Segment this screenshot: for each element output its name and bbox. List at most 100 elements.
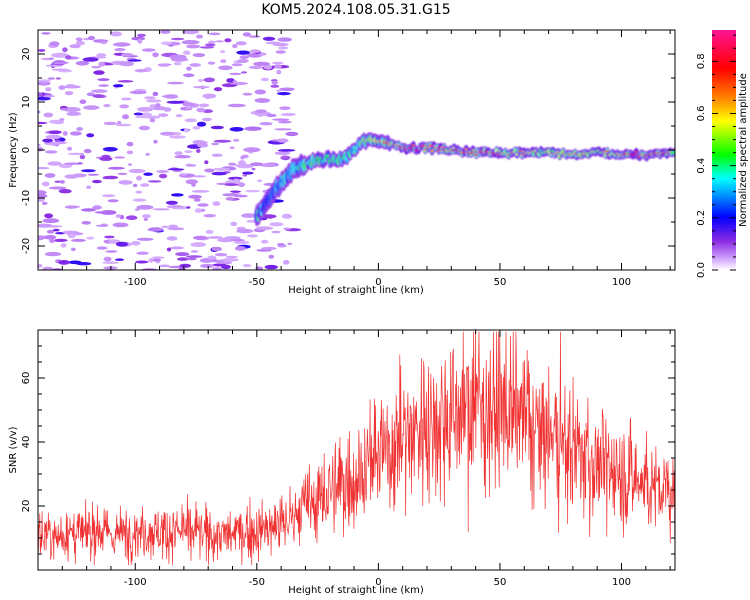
- heatmap-noise-cell: [38, 110, 41, 114]
- heatmap-noise-cell: [119, 61, 134, 67]
- heatmap-noise-cell: [230, 221, 238, 227]
- heatmap-noise-cell: [79, 99, 87, 104]
- heatmap-noise-cell: [152, 91, 159, 97]
- heatmap-noise-cell: [158, 63, 170, 67]
- heatmap-noise-cell: [255, 109, 267, 113]
- heatmap-noise-cell: [225, 197, 235, 201]
- heatmap-noise-cell: [41, 181, 50, 187]
- heatmap-noise-cell: [225, 255, 238, 259]
- heatmap-noise-cell: [217, 238, 234, 243]
- heatmap-noise-cell: [272, 118, 290, 121]
- heatmap-noise-cell: [51, 68, 69, 71]
- heatmap-noise-cell: [58, 260, 70, 265]
- heatmap-noise-cell: [153, 139, 158, 144]
- heatmap-noise-cell: [38, 223, 53, 228]
- heatmap-noise-cell: [237, 59, 249, 63]
- heatmap-noise-cell: [135, 190, 143, 194]
- heatmap-noise-cell: [278, 120, 292, 124]
- heatmap-noise-cell: [161, 41, 172, 45]
- heatmap-noise-cell: [147, 227, 164, 232]
- heatmap-noise-cell: [152, 208, 170, 211]
- heatmap-noise-cell: [115, 123, 132, 127]
- heatmap-noise-cell: [230, 81, 249, 86]
- heatmap-cells: [38, 30, 302, 270]
- x-tick-label: -100: [124, 577, 147, 588]
- heatmap-noise-cell: [279, 106, 291, 110]
- heatmap-noise-cell: [82, 57, 99, 62]
- heatmap-noise-cell: [120, 52, 134, 57]
- x-tick-label: 100: [612, 577, 631, 588]
- y-tick-label: 20: [21, 500, 32, 513]
- heatmap-noise-cell: [240, 71, 248, 74]
- heatmap-noise-cell: [152, 52, 159, 58]
- heatmap-noise-cell: [64, 205, 78, 209]
- heatmap-noise-cell: [186, 255, 203, 258]
- x-tick-label: -50: [249, 277, 265, 288]
- heatmap-noise-cell: [276, 89, 281, 93]
- heatmap-noise-cell: [243, 147, 261, 153]
- heatmap-noise-cell: [167, 168, 185, 171]
- heatmap-noise-cell: [67, 152, 84, 156]
- heatmap-noise-cell: [271, 230, 281, 234]
- y-tick-label: 60: [21, 372, 32, 385]
- heatmap-noise-cell: [234, 164, 251, 167]
- heatmap-noise-cell: [214, 259, 225, 264]
- heatmap-noise-cell: [186, 257, 197, 261]
- heatmap-noise-cell: [261, 77, 269, 82]
- heatmap-noise-cell: [205, 43, 216, 47]
- heatmap-noise-cell: [38, 235, 45, 241]
- heatmap-noise-cell: [192, 85, 210, 89]
- heatmap-noise-cell: [183, 128, 190, 133]
- heatmap-noise-cell: [185, 179, 198, 185]
- heatmap-noise-cell: [185, 105, 192, 110]
- heatmap-noise-cell: [274, 151, 291, 156]
- heatmap-noise-cell: [64, 91, 74, 96]
- heatmap-noise-cell: [234, 246, 246, 251]
- heatmap-noise-cell: [127, 59, 142, 62]
- heatmap-noise-cell: [208, 40, 216, 44]
- heatmap-noise-cell: [158, 113, 169, 117]
- heatmap-noise-cell: [247, 234, 258, 238]
- heatmap-noise-cell: [238, 160, 246, 166]
- heatmap-noise-cell: [121, 97, 132, 101]
- heatmap-noise-cell: [271, 80, 278, 85]
- heatmap-noise-cell: [182, 50, 191, 55]
- heatmap-noise-cell: [109, 31, 122, 37]
- heatmap-noise-cell: [132, 198, 147, 202]
- heatmap-noise-cell: [112, 42, 131, 47]
- heatmap-noise-cell: [126, 150, 134, 155]
- heatmap-noise-cell: [135, 260, 149, 264]
- heatmap-noise-cell: [276, 138, 289, 143]
- heatmap-noise-cell: [221, 258, 239, 262]
- colorbar-tick-label: 0.6: [696, 106, 707, 122]
- x-tick-label: 50: [494, 577, 507, 588]
- heatmap-noise-cell: [161, 225, 169, 228]
- heatmap-noise-cell: [233, 139, 240, 142]
- heatmap-noise-cell: [112, 84, 124, 88]
- heatmap-noise-cell: [220, 50, 226, 54]
- heatmap-noise-cell: [81, 221, 91, 225]
- heatmap-noise-cell: [212, 201, 221, 206]
- colorbar-tick-label: 0.0: [696, 262, 707, 278]
- heatmap-noise-cell: [133, 183, 138, 188]
- heatmap-noise-cell: [194, 208, 203, 213]
- heatmap-noise-cell: [66, 111, 82, 116]
- heatmap-noise-cell: [114, 48, 126, 52]
- heatmap-noise-cell: [196, 121, 207, 127]
- heatmap-noise-cell: [98, 84, 109, 87]
- y-tick-label: -20: [21, 238, 32, 254]
- heatmap-noise-cell: [38, 193, 48, 199]
- heatmap-noise-cell: [62, 131, 68, 136]
- heatmap-noise-cell: [261, 246, 277, 250]
- heatmap-noise-cell: [211, 153, 223, 157]
- heatmap-noise-cell: [75, 40, 85, 46]
- heatmap-noise-cell: [259, 122, 273, 126]
- heatmap-noise-cell: [213, 139, 232, 143]
- heatmap-noise-cell: [134, 69, 148, 73]
- x-tick-label: 100: [612, 277, 631, 288]
- heatmap-noise-cell: [248, 65, 263, 69]
- heatmap-noise-cell: [38, 167, 50, 170]
- heatmap-noise-cell: [138, 125, 150, 131]
